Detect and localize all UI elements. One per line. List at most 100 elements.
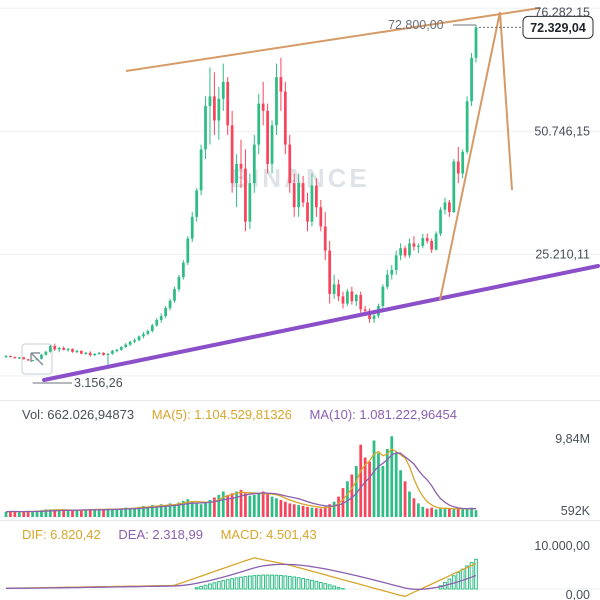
volume-bar	[363, 457, 367, 517]
candle-body	[119, 346, 123, 350]
candle-body	[266, 110, 269, 164]
macd-divider	[0, 520, 600, 521]
candle-body	[443, 202, 447, 210]
macd-hist-bar	[216, 581, 221, 590]
volume-bar	[306, 506, 309, 517]
volume-bar	[164, 505, 167, 517]
candle-body	[57, 347, 61, 350]
macd-hist-bar	[225, 579, 230, 590]
volume-bar	[434, 509, 438, 517]
candle-body	[137, 336, 141, 341]
volume-bar	[181, 500, 185, 517]
volume-bar	[48, 509, 52, 517]
candle-body	[425, 238, 429, 241]
macd-hist-bar	[323, 583, 328, 590]
volume-bar	[323, 506, 327, 517]
candle-body	[213, 96, 216, 121]
volume-bar	[408, 491, 411, 517]
volume-bar	[465, 508, 469, 517]
candle-body	[195, 190, 199, 217]
volume-bar	[26, 511, 30, 517]
volume-bar	[399, 470, 402, 517]
candle-body	[448, 202, 451, 213]
volume-bar	[159, 504, 163, 517]
volume-bar	[452, 509, 456, 517]
candle-body	[199, 149, 203, 191]
volume-bar	[142, 505, 145, 517]
macd-dif-label: DIF: 6.820,42	[22, 527, 101, 542]
volume-bar	[248, 495, 252, 517]
macd-hist-bar	[327, 584, 332, 590]
candle-body	[288, 144, 292, 184]
candle-body	[146, 331, 150, 334]
candle-body	[9, 355, 12, 358]
volume-bar	[168, 503, 172, 517]
orange-resistance-trendline	[125, 7, 541, 72]
macd-hist-bar	[469, 562, 474, 590]
volume-bar	[350, 474, 354, 517]
price-scale-label: 50.746,15	[534, 124, 590, 138]
volume-label: Vol: 662.026,94873	[22, 407, 135, 422]
volume-bar	[4, 511, 8, 517]
candlestick-series	[4, 25, 478, 369]
drawing-tool-arrow-icon	[30, 352, 44, 366]
volume-bar	[310, 507, 314, 517]
candle-body	[93, 353, 97, 356]
candle-body	[292, 183, 296, 208]
macd-hist-bar	[318, 582, 323, 590]
candle-body	[173, 289, 176, 301]
volume-bar	[226, 494, 230, 517]
candle-body	[452, 161, 456, 213]
volume-bar	[204, 502, 207, 517]
candle-body	[40, 354, 43, 359]
volume-bar	[190, 501, 194, 517]
candle-body	[17, 357, 21, 359]
macd-indicator-row: DIF: 6.820,42 DEA: 2.318,99 MACD: 4.501,…	[22, 527, 331, 542]
volume-bar	[235, 491, 238, 517]
macd-scale-label: 0,00	[566, 588, 590, 600]
candle-body	[111, 350, 114, 354]
volume-series: 9,84M 592K	[4, 432, 591, 518]
volume-bar	[470, 507, 473, 517]
volume-bar	[474, 510, 478, 517]
volume-bar	[261, 491, 265, 517]
volume-bar	[97, 509, 101, 517]
volume-ma10-label: MA(10): 1.081.222,96454	[309, 407, 457, 422]
volume-bar	[244, 493, 247, 517]
volume-bar	[461, 509, 465, 517]
price-grid	[0, 7, 600, 377]
candle-body	[22, 357, 26, 360]
candle-body	[354, 294, 358, 302]
candle-body	[341, 296, 345, 304]
candle-body	[403, 248, 407, 256]
volume-bar	[115, 509, 119, 517]
candle-body	[297, 183, 301, 208]
volume-bar	[377, 453, 380, 517]
macd-hist-bar	[199, 585, 203, 590]
candle-body	[97, 352, 101, 354]
candle-body	[48, 346, 52, 352]
volume-bar	[279, 500, 283, 517]
candle-body	[301, 183, 305, 203]
candle-body	[337, 284, 340, 297]
candle-body	[359, 294, 363, 310]
volume-bar	[17, 511, 21, 517]
volume-bar	[416, 503, 420, 517]
candle-body	[416, 245, 420, 247]
macd-dea-line	[6, 563, 477, 590]
low-price-marker: 3.156,26	[74, 376, 123, 390]
candle-body	[372, 315, 376, 320]
candle-body	[470, 57, 473, 102]
volume-bar	[257, 493, 261, 517]
macd-hist-bar	[239, 576, 243, 590]
current-price-box	[522, 15, 594, 39]
candle-body	[66, 348, 70, 351]
candle-body	[177, 277, 181, 290]
candle-body	[71, 348, 74, 352]
candle-body	[412, 243, 416, 247]
volume-bar	[155, 505, 159, 517]
purple-support-trendline	[42, 264, 600, 382]
candle-body	[31, 360, 34, 362]
macd-hist-bar	[314, 580, 319, 590]
candle-body	[159, 316, 163, 320]
